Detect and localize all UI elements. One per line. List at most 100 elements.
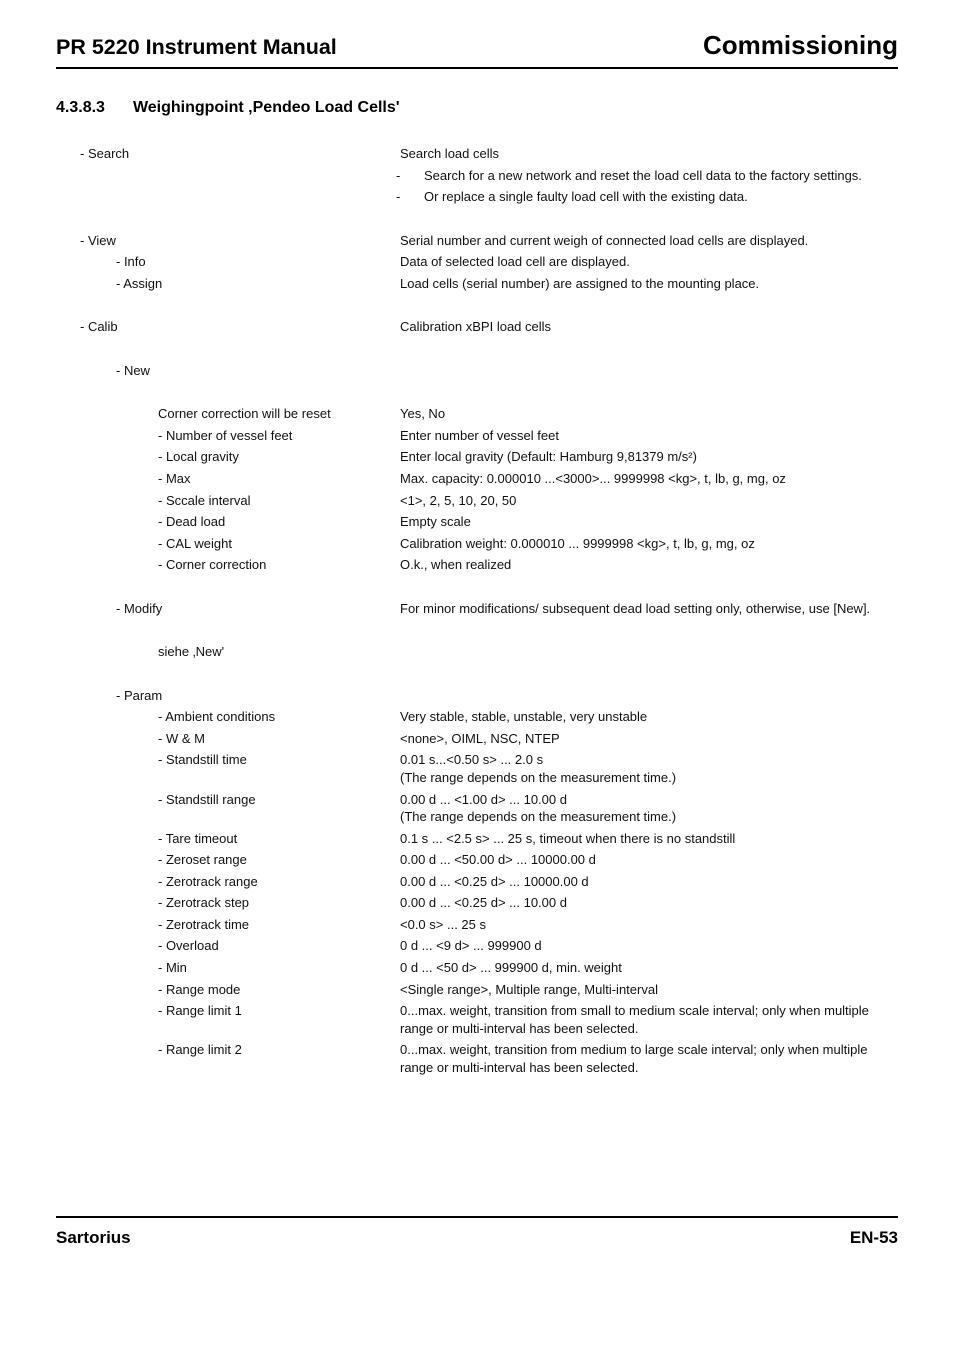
tree-label: - W & M — [158, 731, 205, 746]
tree-desc: For minor modifications/ subsequent dead… — [400, 601, 870, 616]
header-title-left: PR 5220 Instrument Manual — [56, 35, 337, 60]
tree-desc: Yes, No — [400, 406, 445, 421]
menu-tree: - Search Search load cells Search for a … — [80, 145, 898, 1076]
tree-desc: 0.01 s...<0.50 s> ... 2.0 s — [400, 752, 543, 767]
tree-desc: Very stable, stable, unstable, very unst… — [400, 709, 647, 724]
tree-desc: 0.00 d ... <50.00 d> ... 10000.00 d — [400, 852, 596, 867]
tree-label: - Modify — [116, 601, 162, 616]
tree-item-search: - Search Search load cells Search for a … — [80, 145, 898, 206]
tree-desc: 0.00 d ... <0.25 d> ... 10000.00 d — [400, 874, 589, 889]
tree-label: - Number of vessel feet — [158, 428, 292, 443]
tree-label: - Standstill time — [158, 752, 247, 767]
header-title-right: Commissioning — [703, 30, 898, 61]
tree-desc: Calibration xBPI load cells — [400, 319, 551, 334]
tree-desc: Max. capacity: 0.000010 ...<3000>... 999… — [400, 471, 786, 486]
tree-item-zerotrack-step: - Zerotrack step 0.00 d ... <0.25 d> ...… — [80, 894, 898, 912]
tree-desc: Load cells (serial number) are assigned … — [400, 276, 759, 291]
tree-item-see-new: siehe ‚New' — [80, 643, 898, 661]
tree-label: siehe ‚New' — [158, 644, 224, 659]
tree-desc: 0...max. weight, transition from medium … — [400, 1042, 867, 1075]
tree-item-scale-interval: - Sccale interval <1>, 2, 5, 10, 20, 50 — [80, 492, 898, 510]
tree-desc: Enter number of vessel feet — [400, 428, 559, 443]
section-number: 4.3.8.3 — [56, 99, 105, 117]
tree-item-ambient: - Ambient conditions Very stable, stable… — [80, 708, 898, 726]
tree-item-cal-weight: - CAL weight Calibration weight: 0.00001… — [80, 535, 898, 553]
tree-desc: Serial number and current weigh of conne… — [400, 233, 808, 248]
tree-item-tare-timeout: - Tare timeout 0.1 s ... <2.5 s> ... 25 … — [80, 830, 898, 848]
tree-item-calib: - Calib Calibration xBPI load cells — [80, 318, 898, 336]
tree-label: - Max — [158, 471, 191, 486]
tree-item-range-mode: - Range mode <Single range>, Multiple ra… — [80, 981, 898, 999]
tree-item-dead-load: - Dead load Empty scale — [80, 513, 898, 531]
tree-label: - Standstill range — [158, 792, 256, 807]
tree-label: - Dead load — [158, 514, 225, 529]
tree-label: - Zerotrack range — [158, 874, 258, 889]
tree-desc: 0.00 d ... <1.00 d> ... 10.00 d — [400, 792, 567, 807]
tree-label: - CAL weight — [158, 536, 232, 551]
tree-label: - Calib — [80, 319, 118, 334]
tree-desc: 0 d ... <9 d> ... 999900 d — [400, 938, 542, 953]
tree-desc: O.k., when realized — [400, 557, 511, 572]
tree-item-zeroset-range: - Zeroset range 0.00 d ... <50.00 d> ...… — [80, 851, 898, 869]
tree-label: - Zerotrack step — [158, 895, 249, 910]
tree-item-overload: - Overload 0 d ... <9 d> ... 999900 d — [80, 937, 898, 955]
tree-desc: Empty scale — [400, 514, 471, 529]
tree-item-assign: - Assign Load cells (serial number) are … — [80, 275, 898, 293]
tree-item-zerotrack-range: - Zerotrack range 0.00 d ... <0.25 d> ..… — [80, 873, 898, 891]
tree-label: - Range limit 2 — [158, 1042, 242, 1057]
tree-item-max: - Max Max. capacity: 0.000010 ...<3000>.… — [80, 470, 898, 488]
tree-item-standstill-range: - Standstill range 0.00 d ... <1.00 d> .… — [80, 791, 898, 826]
tree-desc: <0.0 s> ... 25 s — [400, 917, 486, 932]
tree-label: - Range mode — [158, 982, 240, 997]
tree-label: - Assign — [116, 276, 162, 291]
tree-item-standstill-time: - Standstill time 0.01 s...<0.50 s> ... … — [80, 751, 898, 786]
tree-label: - Zerotrack time — [158, 917, 249, 932]
tree-desc: 0...max. weight, transition from small t… — [400, 1003, 869, 1036]
tree-item-new: - New — [80, 362, 898, 380]
section-heading: 4.3.8.3 Weighingpoint ‚Pendeo Load Cells… — [56, 99, 898, 117]
tree-item-corner-reset: Corner correction will be reset Yes, No — [80, 405, 898, 423]
tree-desc: <Single range>, Multiple range, Multi-in… — [400, 982, 658, 997]
tree-item-info: - Info Data of selected load cell are di… — [80, 253, 898, 271]
tree-item-param: - Param — [80, 687, 898, 705]
tree-item-zerotrack-time: - Zerotrack time <0.0 s> ... 25 s — [80, 916, 898, 934]
tree-item-wm: - W & M <none>, OIML, NSC, NTEP — [80, 730, 898, 748]
section-title: Weighingpoint ‚Pendeo Load Cells' — [133, 99, 400, 117]
tree-desc-cont: (The range depends on the measurement ti… — [400, 808, 898, 826]
tree-item-corner-correction: - Corner correction O.k., when realized — [80, 556, 898, 574]
tree-item-min: - Min 0 d ... <50 d> ... 999900 d, min. … — [80, 959, 898, 977]
tree-item-range-limit-1: - Range limit 1 0...max. weight, transit… — [80, 1002, 898, 1037]
tree-label: Corner correction will be reset — [158, 406, 331, 421]
footer-left: Sartorius — [56, 1228, 131, 1248]
tree-label: - Tare timeout — [158, 831, 237, 846]
tree-item-view: - View Serial number and current weigh o… — [80, 232, 898, 250]
tree-desc: <none>, OIML, NSC, NTEP — [400, 731, 560, 746]
tree-desc: Data of selected load cell are displayed… — [400, 254, 630, 269]
tree-label: - Zeroset range — [158, 852, 247, 867]
tree-desc-cont: (The range depends on the measurement ti… — [400, 769, 898, 787]
tree-label: - New — [116, 363, 150, 378]
footer-right: EN-53 — [850, 1228, 898, 1248]
tree-label: - Local gravity — [158, 449, 239, 464]
tree-label: - Range limit 1 — [158, 1003, 242, 1018]
tree-desc: <1>, 2, 5, 10, 20, 50 — [400, 493, 516, 508]
tree-desc: Calibration weight: 0.000010 ... 9999998… — [400, 536, 755, 551]
tree-item-range-limit-2: - Range limit 2 0...max. weight, transit… — [80, 1041, 898, 1076]
tree-item-local-gravity: - Local gravity Enter local gravity (Def… — [80, 448, 898, 466]
tree-desc-sub: Or replace a single faulty load cell wit… — [400, 188, 898, 206]
tree-label: - Corner correction — [158, 557, 266, 572]
tree-label: - Search — [80, 146, 129, 161]
tree-desc: 0 d ... <50 d> ... 999900 d, min. weight — [400, 960, 622, 975]
page-header: PR 5220 Instrument Manual Commissioning — [56, 30, 898, 69]
tree-desc: 0.1 s ... <2.5 s> ... 25 s, timeout when… — [400, 831, 735, 846]
tree-desc: Enter local gravity (Default: Hamburg 9,… — [400, 449, 697, 464]
tree-desc: Search load cells — [400, 146, 499, 161]
tree-desc: 0.00 d ... <0.25 d> ... 10.00 d — [400, 895, 567, 910]
tree-label: - Info — [116, 254, 146, 269]
tree-item-modify: - Modify For minor modifications/ subseq… — [80, 600, 898, 618]
tree-label: - View — [80, 233, 116, 248]
tree-label: - Overload — [158, 938, 219, 953]
tree-label: - Param — [116, 688, 162, 703]
tree-label: - Min — [158, 960, 187, 975]
tree-desc-sub: Search for a new network and reset the l… — [400, 167, 898, 185]
